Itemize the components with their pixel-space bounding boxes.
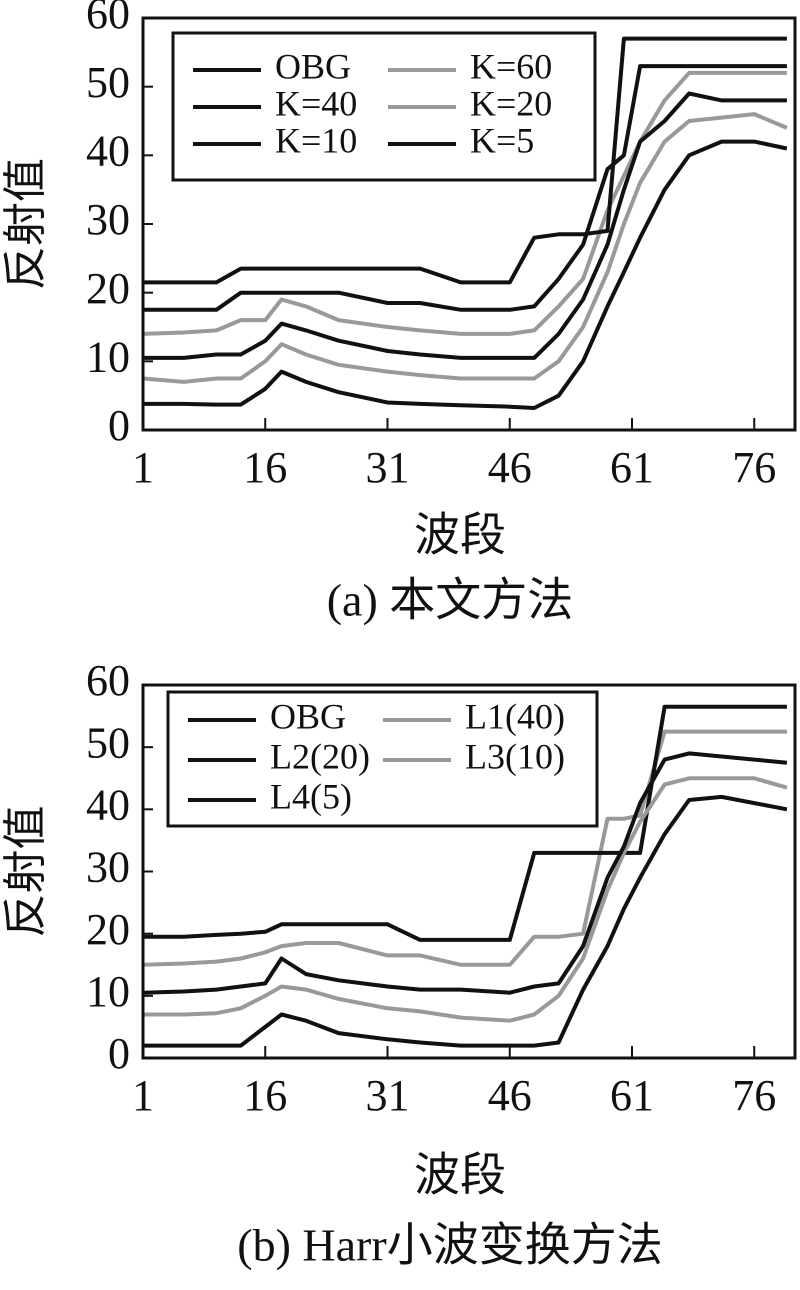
x-tick-label: 1: [132, 1071, 154, 1120]
chart-title: (b) Harr小波变换方法: [237, 1220, 662, 1271]
legend-label: OBG: [275, 46, 351, 86]
series-line: [143, 776, 788, 1023]
series-line: [143, 91, 787, 360]
x-tick-label: 16: [243, 443, 287, 492]
legend-label: L4(5): [270, 776, 352, 816]
series-line: [143, 794, 788, 1048]
legend-label: K=20: [470, 83, 552, 123]
legend-label: L2(20): [270, 736, 370, 776]
y-tick-label: 40: [86, 126, 130, 175]
y-tick-label: 60: [86, 0, 130, 38]
series-line: [142, 751, 788, 995]
y-tick-label: 20: [86, 264, 130, 313]
x-axis-label: 波段: [414, 1150, 506, 1201]
series-line: [142, 729, 787, 967]
series-line: [142, 70, 787, 336]
plot-frame: [141, 16, 797, 432]
plot-frame: [141, 683, 797, 1060]
y-tick-label: 50: [86, 718, 130, 767]
series-line: [143, 64, 787, 312]
legend-label: OBG: [270, 696, 346, 736]
legend-label: L3(10): [465, 736, 565, 776]
x-tick-label: 76: [732, 1071, 776, 1120]
legend-label: K=5: [470, 120, 534, 160]
y-axis-label: 反射值: [1, 158, 50, 290]
chart-title: (a) 本文方法: [327, 575, 574, 626]
legend-label: K=60: [470, 46, 552, 86]
legend-label: K=40: [275, 83, 357, 123]
x-tick-label: 46: [488, 1071, 532, 1120]
y-tick-label: 30: [86, 843, 130, 892]
series-line: [143, 139, 788, 410]
series-line: [143, 36, 787, 285]
x-tick-label: 16: [243, 1071, 287, 1120]
x-axis-label: 波段: [414, 510, 506, 561]
x-tick-label: 31: [366, 1071, 410, 1120]
x-tick-label: 76: [732, 443, 776, 492]
y-axis-label: 反射值: [1, 806, 50, 938]
y-tick-label: 40: [86, 780, 130, 829]
x-tick-label: 61: [610, 443, 654, 492]
x-tick-label: 46: [488, 443, 532, 492]
y-tick-label: 0: [108, 401, 130, 450]
y-tick-label: 50: [86, 58, 130, 107]
y-tick-label: 60: [86, 656, 130, 705]
legend-label: L1(40): [465, 696, 565, 736]
x-tick-label: 1: [132, 443, 154, 492]
x-tick-label: 61: [610, 1071, 654, 1120]
y-tick-label: 10: [86, 332, 130, 381]
y-tick-label: 0: [108, 1029, 130, 1078]
y-tick-label: 20: [86, 905, 130, 954]
y-tick-label: 30: [86, 195, 130, 244]
y-tick-label: 10: [86, 967, 130, 1016]
series-line: [143, 704, 787, 942]
series-line: [142, 112, 788, 384]
legend-label: K=10: [275, 120, 357, 160]
x-tick-label: 31: [366, 443, 410, 492]
